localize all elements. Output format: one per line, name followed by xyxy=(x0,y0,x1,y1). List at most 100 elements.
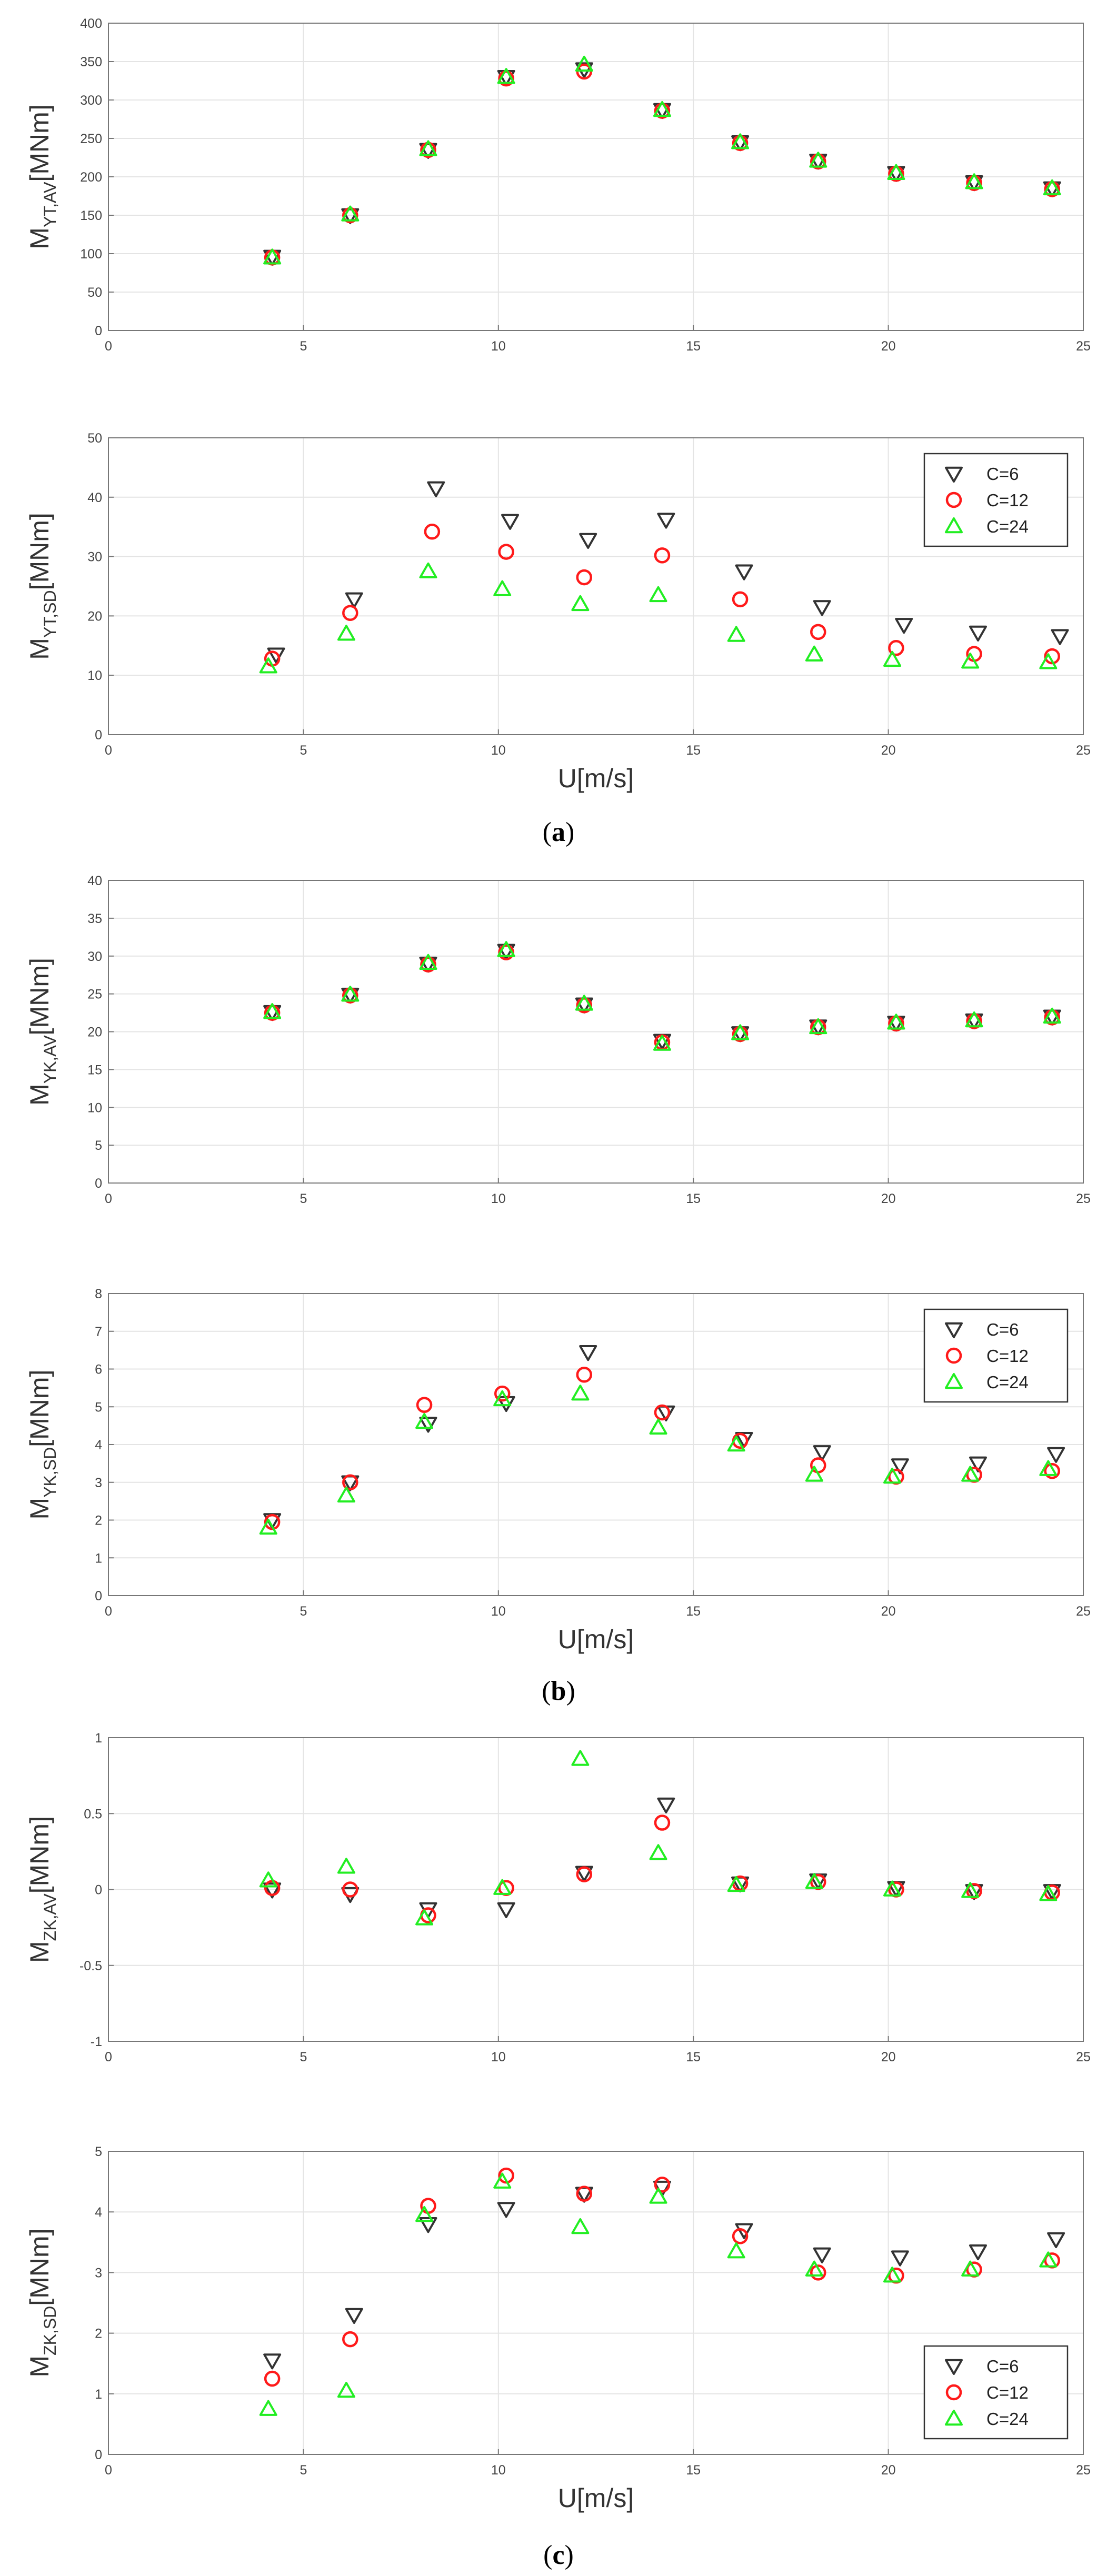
data-point xyxy=(810,2264,826,2281)
data-point xyxy=(497,2202,515,2218)
chart-MYT_AV: 0 5 10 15 20 25050100150200250300350400MYT,AV… xyxy=(25,16,1091,354)
x-tick-label: 25 xyxy=(1076,1191,1091,1206)
caption-c-close: ) xyxy=(565,2540,574,2570)
x-tick-label: 0 xyxy=(105,2463,112,2478)
x-tick-label: 20 xyxy=(881,743,896,758)
y-axis-label-unit: [MNm] xyxy=(25,2228,54,2306)
data-point xyxy=(883,650,902,667)
y-tick-label: 3 xyxy=(95,1476,102,1490)
data-point xyxy=(575,55,593,72)
data-point xyxy=(727,626,745,642)
data-point xyxy=(342,605,358,622)
x-tick-label: 20 xyxy=(881,1191,896,1206)
y-axis-label-main: M xyxy=(25,1941,54,1963)
y-tick-label: 4 xyxy=(95,2205,102,2220)
data-point xyxy=(579,1345,597,1361)
caption-a-close: ) xyxy=(565,817,574,847)
data-point xyxy=(259,657,277,674)
x-tick-label: 10 xyxy=(491,339,506,354)
data-point xyxy=(415,1412,434,1429)
x-tick-label: 5 xyxy=(300,2463,307,2478)
legend-marker xyxy=(945,1322,963,1338)
data-point xyxy=(419,140,437,156)
data-point xyxy=(654,2177,671,2193)
caption-c-open: ( xyxy=(543,2540,552,2570)
plots-layer: 0 5 10 15 20 25050100150200250300350400MYT,AV… xyxy=(25,16,1091,2513)
x-tick-label: 5 xyxy=(300,1604,307,1619)
y-tick-label: 40 xyxy=(87,490,102,505)
data-point xyxy=(259,1871,277,1888)
y-tick-label: 7 xyxy=(95,1325,102,1339)
x-tick-label: 10 xyxy=(491,743,506,758)
x-tick-label: 20 xyxy=(881,2050,896,2064)
data-point xyxy=(259,1518,277,1535)
data-point xyxy=(337,1858,355,1874)
y-tick-label: 0 xyxy=(95,1176,102,1191)
data-point xyxy=(576,2186,593,2202)
legend-label: C=6 xyxy=(986,1320,1019,1339)
legend-marker xyxy=(945,466,963,483)
data-point xyxy=(883,1880,902,1897)
data-point xyxy=(571,1750,590,1766)
y-tick-label: 2 xyxy=(95,2327,102,2341)
y-tick-label: 300 xyxy=(80,93,102,108)
y-tick-label: 15 xyxy=(87,1063,102,1077)
data-point xyxy=(493,1390,512,1407)
data-point xyxy=(493,1879,512,1895)
x-tick-label: 15 xyxy=(686,339,701,354)
x-tick-label: 5 xyxy=(300,743,307,758)
data-point xyxy=(419,954,437,970)
data-point xyxy=(813,2247,831,2263)
data-point xyxy=(809,1018,827,1035)
data-point xyxy=(498,544,514,560)
legend-label: C=6 xyxy=(986,464,1019,484)
data-point xyxy=(883,2267,902,2283)
y-tick-label: 150 xyxy=(80,208,102,223)
data-point xyxy=(649,1418,667,1435)
data-point xyxy=(498,70,514,87)
y-axis-label-unit: [MNm] xyxy=(25,513,54,590)
y-axis-label-subscript: ZK,AV xyxy=(41,1893,59,1941)
data-point xyxy=(805,1466,823,1482)
data-point xyxy=(1051,629,1069,645)
caption-c: (c) xyxy=(543,2540,574,2570)
y-axis-label: MYT,SD[MNm] xyxy=(25,513,59,660)
data-point xyxy=(654,1404,671,1421)
data-point xyxy=(416,1397,433,1413)
y-tick-label: 0.5 xyxy=(84,1807,102,1821)
y-tick-label: 1 xyxy=(95,1551,102,1566)
data-point xyxy=(654,547,671,564)
y-axis-label-subscript: YT,AV xyxy=(41,182,59,227)
data-point xyxy=(961,1882,980,1898)
data-point xyxy=(579,533,597,549)
x-axis-label: U[m/s] xyxy=(558,1625,634,1654)
series-C=24 xyxy=(259,1385,1058,1535)
series-C=24 xyxy=(263,55,1061,265)
data-point xyxy=(415,1909,434,1926)
legend-marker xyxy=(945,1373,963,1389)
x-tick-label: 25 xyxy=(1076,2050,1091,2064)
x-tick-label: 10 xyxy=(491,1191,506,1206)
legend-marker xyxy=(945,2359,963,2375)
legend-label: C=24 xyxy=(986,1372,1029,1392)
y-tick-label: 30 xyxy=(87,550,102,565)
data-point xyxy=(341,205,360,222)
y-tick-label: 5 xyxy=(95,1400,102,1415)
data-point xyxy=(342,2331,358,2348)
x-tick-label: 20 xyxy=(881,1604,896,1619)
y-axis-label: MZK,AV[MNm] xyxy=(25,1816,59,1963)
data-point xyxy=(805,2260,823,2277)
y-tick-label: 8 xyxy=(95,1287,102,1301)
data-point xyxy=(497,941,515,957)
caption-b: (b) xyxy=(542,1676,575,1706)
data-point xyxy=(1047,1447,1065,1463)
legend-marker xyxy=(945,2410,963,2426)
y-tick-label: 250 xyxy=(80,132,102,146)
series-C=6 xyxy=(263,2180,1065,2370)
data-point xyxy=(415,2206,434,2222)
data-point xyxy=(969,1456,987,1472)
legend: C=6 C=12 C=24 xyxy=(923,2345,1069,2440)
y-tick-label: 0 xyxy=(95,2448,102,2462)
y-tick-label: -1 xyxy=(91,2034,102,2049)
chart-MZK_AV: 0 5 10 15 20 25 -1 -0.5 0 0.5 1 MZK,AV[MNm] xyxy=(25,1731,1091,2064)
